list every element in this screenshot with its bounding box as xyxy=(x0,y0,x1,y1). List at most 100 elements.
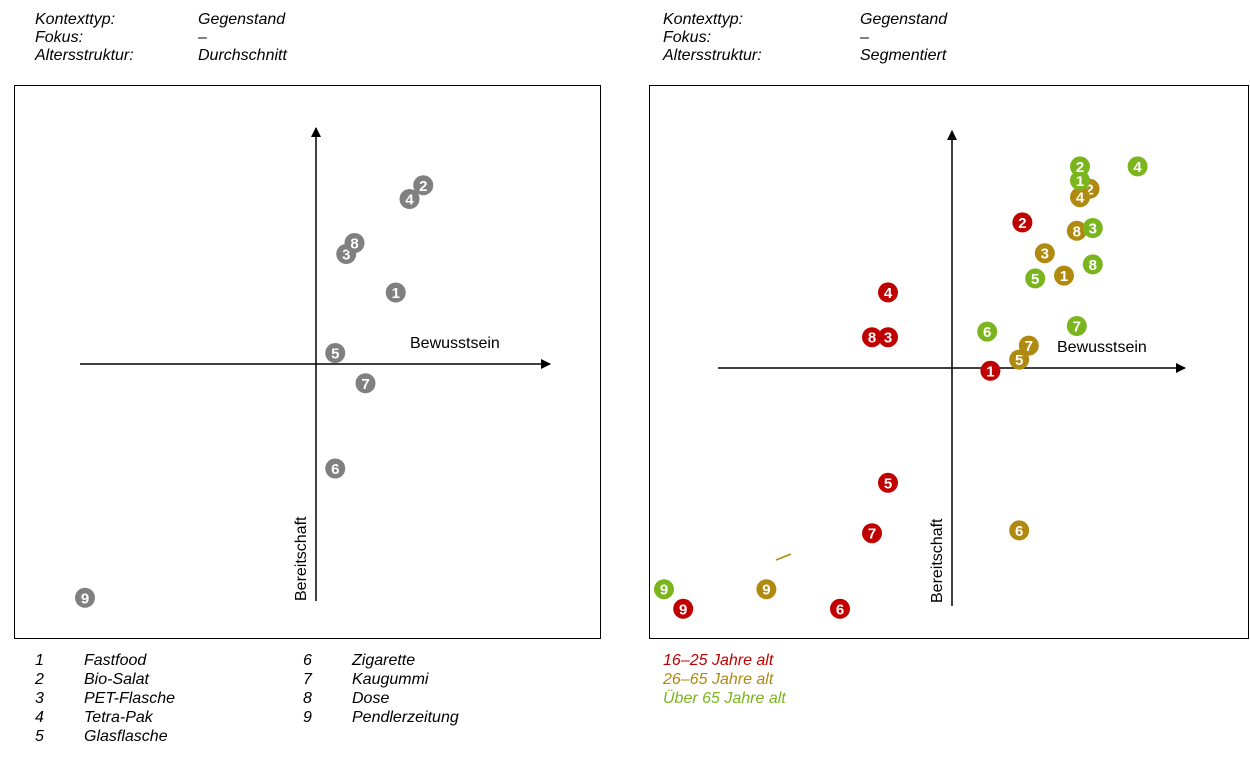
point-marker xyxy=(862,523,882,544)
connector-line xyxy=(775,553,792,561)
point-marker xyxy=(75,587,95,608)
meta-value: – xyxy=(198,29,207,46)
data-point: 8 xyxy=(344,233,365,253)
point-label: 7 xyxy=(361,376,369,393)
legend-number: 8 xyxy=(303,690,312,707)
legend-label: Fastfood xyxy=(84,652,147,669)
meta-key: Fokus: xyxy=(35,29,84,46)
point-label: 6 xyxy=(836,601,844,618)
age-group-label: Über 65 Jahre alt xyxy=(663,690,786,707)
legend-label: Zigarette xyxy=(352,652,416,669)
point-marker xyxy=(325,458,346,479)
data-point: 9 xyxy=(756,579,777,600)
point-label: 2 xyxy=(1085,181,1093,198)
data-point: 1 xyxy=(1054,265,1074,286)
meta-key: Kontexttyp: xyxy=(663,11,744,28)
meta-value: Segmentiert xyxy=(860,47,947,64)
item-legend-col2: 6 Zigarette 7 Kaugummi 8 Dose 9 Pendlerzeitu… xyxy=(303,651,459,727)
data-point: 4 xyxy=(1070,187,1090,208)
data-point: 2 xyxy=(413,175,434,196)
point-label: 7 xyxy=(1025,338,1033,355)
point-marker xyxy=(1070,187,1090,208)
legend-item: 2 Bio-Salat xyxy=(35,670,175,689)
point-marker xyxy=(977,321,998,342)
point-marker xyxy=(1070,170,1090,191)
y-axis-label: Bereitschaft xyxy=(293,516,310,601)
point-label: 2 xyxy=(419,178,427,195)
point-label: 1 xyxy=(986,363,994,380)
meta-value: – xyxy=(860,29,869,46)
point-label: 5 xyxy=(1015,352,1023,369)
point-label: 6 xyxy=(331,461,339,478)
point-marker xyxy=(385,282,406,303)
point-label: 2 xyxy=(1076,159,1084,176)
point-label: 9 xyxy=(679,601,687,618)
legend-label: Kaugummi xyxy=(352,671,429,688)
meta-row: Fokus: – xyxy=(35,29,287,47)
point-marker xyxy=(862,327,882,348)
legend-item: 4 Tetra-Pak xyxy=(35,708,175,727)
data-point: 6 xyxy=(830,598,850,619)
point-label: 3 xyxy=(884,330,892,347)
point-marker xyxy=(355,373,376,394)
legend-label: PET-Flasche xyxy=(84,690,175,707)
point-label: 8 xyxy=(1089,257,1097,274)
point-label: 8 xyxy=(350,236,358,253)
point-marker xyxy=(1054,265,1074,286)
point-label: 9 xyxy=(762,582,770,599)
age-group-label: 16–25 Jahre alt xyxy=(663,652,774,669)
data-point: 9 xyxy=(673,598,694,619)
legend-label: Pendlerzeitung xyxy=(352,709,459,726)
point-marker xyxy=(878,282,898,303)
data-point: 6 xyxy=(1009,520,1030,541)
point-marker xyxy=(399,189,420,209)
point-label: 4 xyxy=(405,192,414,209)
data-point: 4 xyxy=(1127,156,1148,177)
right-meta: Kontexttyp: Gegenstand Fokus: – Altersst… xyxy=(663,11,947,65)
legend-item: 5 Glasflasche xyxy=(35,727,175,746)
point-label: 3 xyxy=(342,247,350,264)
legend-number: 5 xyxy=(35,728,44,745)
point-label: 6 xyxy=(1015,523,1023,540)
point-label: 1 xyxy=(1076,173,1084,190)
data-point: 1 xyxy=(1070,170,1090,191)
legend-label: Tetra-Pak xyxy=(84,709,153,726)
point-label: 7 xyxy=(1073,319,1081,336)
legend-number: 3 xyxy=(35,690,44,707)
data-point: 7 xyxy=(1018,335,1039,356)
point-marker xyxy=(980,360,1001,381)
point-label: 2 xyxy=(1018,215,1026,232)
legend-item: 1 Fastfood xyxy=(35,651,175,670)
meta-value: Gegenstand xyxy=(860,11,948,28)
point-marker xyxy=(1009,349,1030,370)
point-label: 7 xyxy=(868,526,876,543)
data-point: 2 xyxy=(1070,156,1090,177)
point-label: 8 xyxy=(1073,223,1081,240)
point-label: 9 xyxy=(660,582,668,599)
point-marker xyxy=(878,472,898,493)
meta-row: Altersstruktur: Durchschnitt xyxy=(35,47,287,65)
point-marker xyxy=(1034,243,1055,264)
data-point: 3 xyxy=(1082,218,1103,238)
data-point: 1 xyxy=(385,282,406,303)
point-marker xyxy=(673,598,694,619)
data-point: 8 xyxy=(1082,254,1103,275)
legend-label: Dose xyxy=(352,690,390,707)
point-marker xyxy=(1070,156,1090,177)
legend-item: 6 Zigarette xyxy=(303,651,459,670)
data-point: 5 xyxy=(325,343,346,363)
legend-label: Glasflasche xyxy=(84,728,168,745)
y-axis-label: Bereitschaft xyxy=(929,518,946,603)
x-axis-label: Bewusstsein xyxy=(1057,339,1147,356)
meta-key: Altersstruktur: xyxy=(35,47,134,64)
data-point: 6 xyxy=(325,458,346,479)
legend-item: 9 Pendlerzeitung xyxy=(303,708,459,727)
point-label: 5 xyxy=(1031,271,1039,288)
left-scatter-chart: Bewusstsein Bereitschaft 1 2 3 4 5 6 7 8 9 xyxy=(75,127,551,608)
data-point: 1 xyxy=(980,360,1001,381)
data-point: 5 xyxy=(1025,268,1046,289)
point-label: 3 xyxy=(1041,246,1049,263)
left-chart-frame: Bewusstsein Bereitschaft 1 2 3 4 5 6 7 8 9 xyxy=(14,85,601,639)
point-label: 5 xyxy=(884,475,892,492)
point-marker xyxy=(1082,218,1103,238)
